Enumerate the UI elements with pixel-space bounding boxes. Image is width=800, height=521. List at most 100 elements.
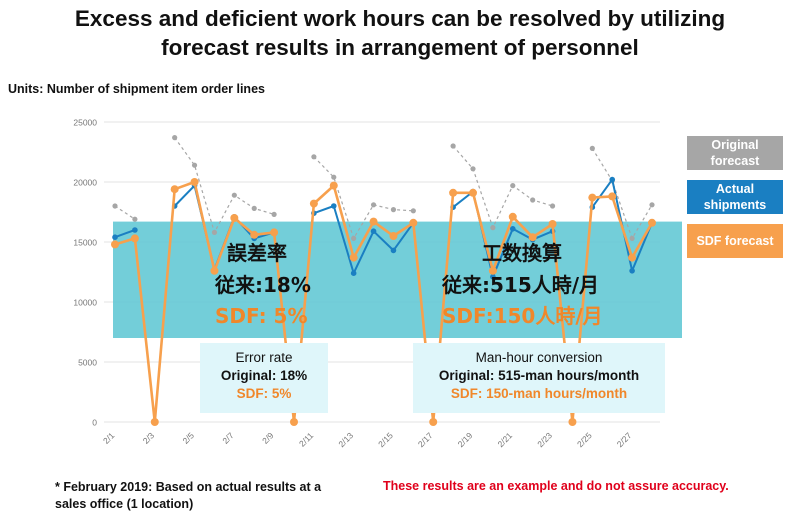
point-sdf xyxy=(190,178,199,186)
legend-sdf: SDF forecast xyxy=(687,224,783,258)
manhour-en-original: Original: 515-man hours/month xyxy=(438,368,640,383)
error-rate-jp-heading: 誤差率 xyxy=(227,241,287,265)
series-line-actual xyxy=(313,205,415,275)
y-tick-label: 5000 xyxy=(78,358,97,368)
error-rate-jp-sdf: SDF: 5% xyxy=(215,304,308,328)
x-tick-label: 2/1 xyxy=(101,430,117,446)
series-line-original xyxy=(114,205,136,220)
point-original xyxy=(530,197,536,203)
point-actual xyxy=(509,226,516,232)
point-original xyxy=(191,162,198,168)
x-tick-label: 2/27 xyxy=(615,430,634,449)
x-tick-label: 2/17 xyxy=(416,430,435,449)
point-actual xyxy=(629,268,635,274)
x-tick-label: 2/7 xyxy=(220,430,236,446)
error-rate-en-heading: Error rate xyxy=(235,350,293,365)
legend-original: Original forecast xyxy=(687,136,783,170)
point-actual xyxy=(490,274,496,280)
error-rate-en-box: Error rate Original: 18% SDF: 5% xyxy=(200,343,328,413)
point-actual xyxy=(390,247,397,254)
disclaimer: These results are an example and do not … xyxy=(383,479,729,493)
point-sdf xyxy=(488,266,497,275)
manhour-jp-original: 従来:515人時/月 xyxy=(442,273,600,297)
point-sdf xyxy=(409,218,418,227)
y-tick-label: 0 xyxy=(92,418,97,428)
point-sdf xyxy=(588,193,597,202)
point-original xyxy=(271,211,277,217)
point-sdf xyxy=(329,181,338,190)
point-sdf xyxy=(648,218,656,227)
y-tick-label: 20000 xyxy=(73,178,97,188)
point-original xyxy=(311,154,317,160)
x-tick-label: 2/3 xyxy=(141,430,157,446)
x-tick-label: 2/21 xyxy=(495,430,514,449)
x-tick-label: 2/5 xyxy=(181,430,197,446)
point-original xyxy=(231,192,237,198)
legend-sdf-label: SDF forecast xyxy=(696,234,774,248)
x-tick-labels: 2/1 2/3 2/5 2/7 2/9 2/11 2/13 2/15 2/17 2/19 2/21 2… xyxy=(101,430,634,449)
point-sdf xyxy=(230,214,239,222)
y-tick-labels: 0 5000 10000 15000 20000 25000 xyxy=(73,118,97,428)
point-original xyxy=(490,225,496,231)
point-original xyxy=(331,174,337,180)
point-actual xyxy=(112,234,118,240)
x-tick-label: 2/9 xyxy=(260,430,276,446)
point-sdf xyxy=(608,192,617,201)
x-tick-label: 2/23 xyxy=(535,430,554,449)
point-sdf xyxy=(389,232,398,240)
series-line-original xyxy=(452,145,553,229)
series-line-actual xyxy=(114,229,136,239)
series-layer xyxy=(111,135,656,426)
point-original xyxy=(132,216,138,222)
point-original xyxy=(549,203,556,209)
point-sdf xyxy=(528,233,537,242)
point-sdf xyxy=(150,418,159,426)
manhour-jp-heading: 工数換算 xyxy=(482,241,562,265)
point-original xyxy=(470,166,476,172)
point-sdf xyxy=(130,234,139,243)
point-original xyxy=(450,143,456,149)
title-line-2: forecast results in arrangement of perso… xyxy=(161,35,639,60)
point-original xyxy=(589,145,595,151)
series-line-sdf xyxy=(114,180,654,424)
x-tick-label: 2/25 xyxy=(575,430,594,449)
point-original xyxy=(351,235,357,241)
point-sdf xyxy=(469,188,477,197)
point-sdf xyxy=(290,418,298,426)
y-tick-label: 10000 xyxy=(73,298,97,308)
point-sdf xyxy=(349,253,358,262)
manhour-jp-sdf: SDF:150人時/月 xyxy=(442,304,603,328)
footnote: * February 2019: Based on actual results… xyxy=(55,480,322,511)
point-original xyxy=(629,235,635,241)
point-original xyxy=(172,135,178,141)
point-original xyxy=(211,229,218,235)
manhour-en-heading: Man-hour conversion xyxy=(475,350,603,365)
point-sdf xyxy=(449,188,458,197)
error-rate-en-sdf: SDF: 5% xyxy=(236,386,292,401)
manhour-en-box: Man-hour conversion Original: 515-man ho… xyxy=(413,343,665,413)
legend-original-label: Original forecast xyxy=(710,138,760,168)
title-line-1: Excess and deficient work hours can be r… xyxy=(74,6,726,31)
point-original xyxy=(251,205,257,211)
point-sdf xyxy=(628,253,637,262)
point-sdf xyxy=(250,230,259,239)
point-sdf xyxy=(210,266,219,275)
point-sdf xyxy=(170,185,179,194)
point-sdf xyxy=(309,199,318,208)
error-rate-en-original: Original: 18% xyxy=(220,368,308,383)
point-sdf xyxy=(508,212,517,221)
y-tick-label: 15000 xyxy=(73,238,97,248)
legend-actual-label: Actual shipments xyxy=(703,182,767,212)
point-actual xyxy=(330,203,337,209)
error-rate-jp-original: 従来:18% xyxy=(215,273,311,297)
y-tick-label: 25000 xyxy=(73,118,97,128)
units-label: Units: Number of shipment item order lin… xyxy=(8,82,265,96)
point-original xyxy=(649,202,655,208)
point-original xyxy=(112,203,118,209)
series-sdf xyxy=(111,178,656,426)
legend-actual: Actual shipments xyxy=(687,180,783,214)
manhour-en-sdf: SDF: 150-man hours/month xyxy=(450,386,628,401)
point-actual xyxy=(132,227,138,233)
point-sdf xyxy=(548,220,557,228)
